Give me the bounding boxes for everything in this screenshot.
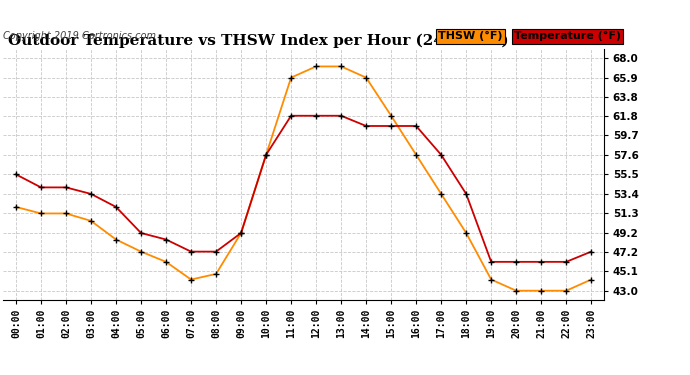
Text: Temperature (°F): Temperature (°F) [514, 31, 621, 41]
Title: Outdoor Temperature vs THSW Index per Hour (24 Hours) 20191020: Outdoor Temperature vs THSW Index per Ho… [8, 33, 599, 48]
Text: THSW (°F): THSW (°F) [438, 31, 502, 41]
Text: Copyright 2019 Cartronics.com: Copyright 2019 Cartronics.com [3, 32, 157, 41]
